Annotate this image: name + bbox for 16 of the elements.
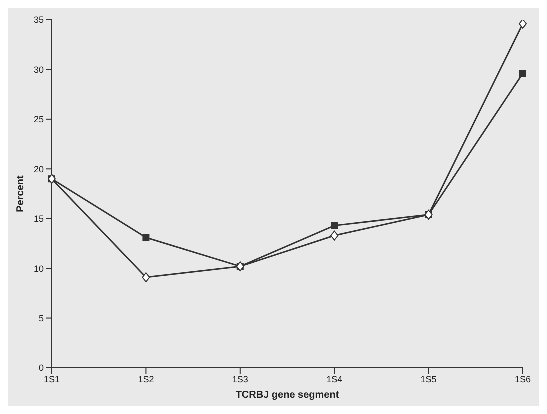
- y-tick-label: 10: [34, 264, 44, 274]
- y-tick-label: 0: [38, 363, 44, 374]
- x-tick-label: 1S3: [232, 374, 248, 384]
- x-tick-label: 1S2: [138, 374, 154, 384]
- x-tick-label: 1S4: [326, 374, 343, 384]
- y-tick-label: 30: [34, 64, 44, 75]
- x-tick-label: 1S5: [420, 374, 437, 384]
- y-tick-label: 35: [34, 15, 44, 26]
- x-axis-title: TCRBJ gene segment: [236, 390, 340, 401]
- x-tick-label: 1S6: [514, 374, 532, 384]
- y-tick-label: 25: [34, 114, 44, 125]
- y-tick-label: 15: [34, 214, 44, 224]
- y-tick-label: 5: [38, 313, 44, 324]
- y-tick-label: 20: [34, 164, 44, 174]
- y-axis-title: Percent: [16, 174, 27, 212]
- x-tick-label: 1S1: [44, 374, 60, 384]
